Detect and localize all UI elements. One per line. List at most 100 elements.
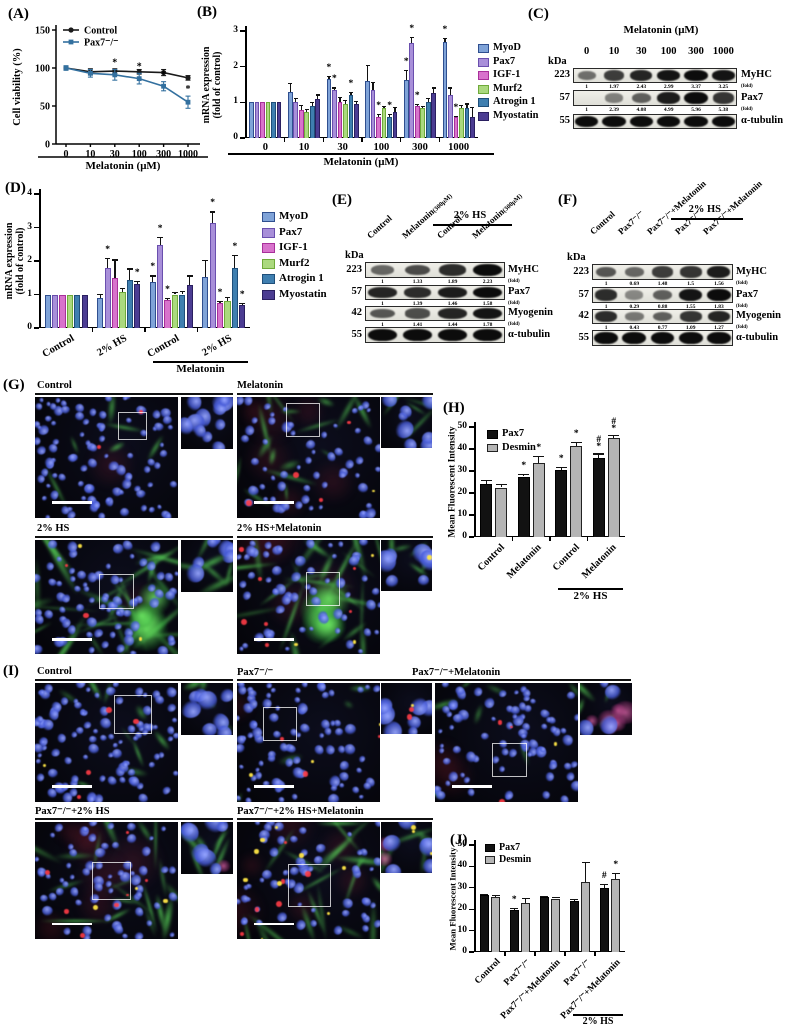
hline: [426, 98, 431, 100]
panel-label-j: (J): [450, 832, 468, 848]
nucleus: [513, 689, 520, 695]
fold-value: 2.99: [663, 84, 674, 90]
vline: [399, 138, 402, 142]
hline: [432, 224, 512, 226]
nucleus: [210, 440, 227, 449]
hline: [153, 361, 248, 363]
nucleus: [559, 794, 570, 802]
protein-band: [596, 266, 617, 278]
title-underline: [237, 679, 433, 681]
vline: [411, 37, 413, 44]
vline: [114, 259, 116, 278]
fold-value: 0.77: [657, 325, 668, 331]
micro-image-i-control: [35, 683, 178, 802]
nucleus: [522, 694, 530, 702]
vline: [585, 862, 587, 883]
red-spot: [348, 610, 352, 614]
sig-mark: *: [150, 262, 156, 273]
bar-MyoD: [44, 294, 51, 328]
micro-inset-g-hs: [181, 540, 233, 592]
fold-value: 1.46: [447, 301, 458, 307]
yellow-spot: [553, 741, 558, 746]
nucleus: [46, 443, 59, 455]
svg-text:100: 100: [35, 64, 50, 75]
kda-header: kDa: [345, 250, 364, 261]
panel-j-bar-chart: 0 10 20 30 40 50 Control * Pax7⁻/⁻ Pax7⁻/⁻+Melato…: [445, 838, 685, 1034]
y-tick-label: 0: [462, 531, 467, 541]
fold-value: 1: [604, 304, 608, 310]
legend-label: Pax7: [279, 225, 303, 238]
vline: [511, 537, 514, 541]
hline: [239, 302, 246, 304]
sig-mark: *: [403, 56, 409, 67]
fold-value: 0.69: [629, 281, 640, 287]
nucleus: [85, 741, 101, 757]
yellow-spot: [371, 553, 375, 558]
bar-Pax7: [592, 457, 605, 537]
x-group-label: 2% HS: [95, 333, 130, 359]
bar-Atrogin 1: [231, 268, 238, 328]
fold-value: 0.29: [629, 304, 640, 310]
nucleus: [134, 931, 144, 939]
micro-title: Melatonin: [237, 380, 284, 391]
yellow-spot: [352, 640, 357, 644]
vline: [460, 104, 462, 109]
nucleus: [237, 743, 246, 753]
vline: [350, 91, 352, 96]
vline: [444, 38, 446, 42]
vline: [534, 952, 536, 956]
nucleus: [64, 861, 72, 870]
nucleus: [164, 685, 178, 699]
y-tick-label: 40: [457, 443, 468, 453]
hline: [469, 426, 474, 428]
blot-title: Melatonin (μM): [623, 24, 699, 36]
fold-value: 1: [604, 281, 608, 287]
yellow-spot: [276, 880, 283, 886]
nucleus: [238, 579, 247, 588]
nucleus: [98, 733, 108, 743]
fold-value: 3.25: [718, 84, 729, 90]
fold-label: (fold): [741, 106, 753, 112]
bar-Myostatin: [392, 111, 398, 138]
legend-swatch-Pax7: [478, 57, 489, 67]
bar-Desmin: [607, 438, 620, 537]
bar-IGF-1: [453, 117, 459, 138]
hline: [228, 153, 494, 155]
hline: [393, 106, 398, 108]
red-spot: [265, 643, 270, 647]
protein-label: Pax7: [736, 288, 759, 300]
desmin-fiber: [315, 822, 364, 827]
title-underline: [237, 536, 433, 538]
fold-value: 5.96: [691, 107, 701, 113]
hline: [510, 907, 519, 909]
nucleus: [315, 843, 326, 853]
fold-value: 1: [381, 301, 384, 307]
hline: [240, 30, 245, 32]
protein-band: [368, 286, 397, 299]
nucleus: [307, 504, 314, 512]
hline: [608, 434, 620, 436]
nucleus: [35, 758, 42, 765]
vline: [575, 441, 577, 446]
nucleus: [50, 747, 60, 757]
nucleus: [323, 743, 337, 757]
bar-Murf2: [343, 104, 348, 138]
nucleus: [35, 402, 43, 410]
red-spot: [80, 932, 86, 938]
nucleus: [384, 573, 400, 590]
x-group-label: Control: [146, 333, 182, 360]
red-spot: [44, 869, 50, 875]
hline: [186, 275, 193, 277]
hline: [34, 260, 39, 262]
red-spot: [406, 714, 413, 720]
protein-band: [629, 115, 653, 128]
lane-label: Control: [588, 209, 617, 237]
sig-mark: # *: [611, 416, 617, 434]
hline: [288, 82, 293, 84]
protein-band: [707, 310, 731, 323]
nucleus: [313, 744, 325, 757]
vline: [471, 106, 473, 118]
hline: [518, 474, 530, 476]
nucleus: [128, 553, 135, 560]
hline: [670, 218, 743, 220]
